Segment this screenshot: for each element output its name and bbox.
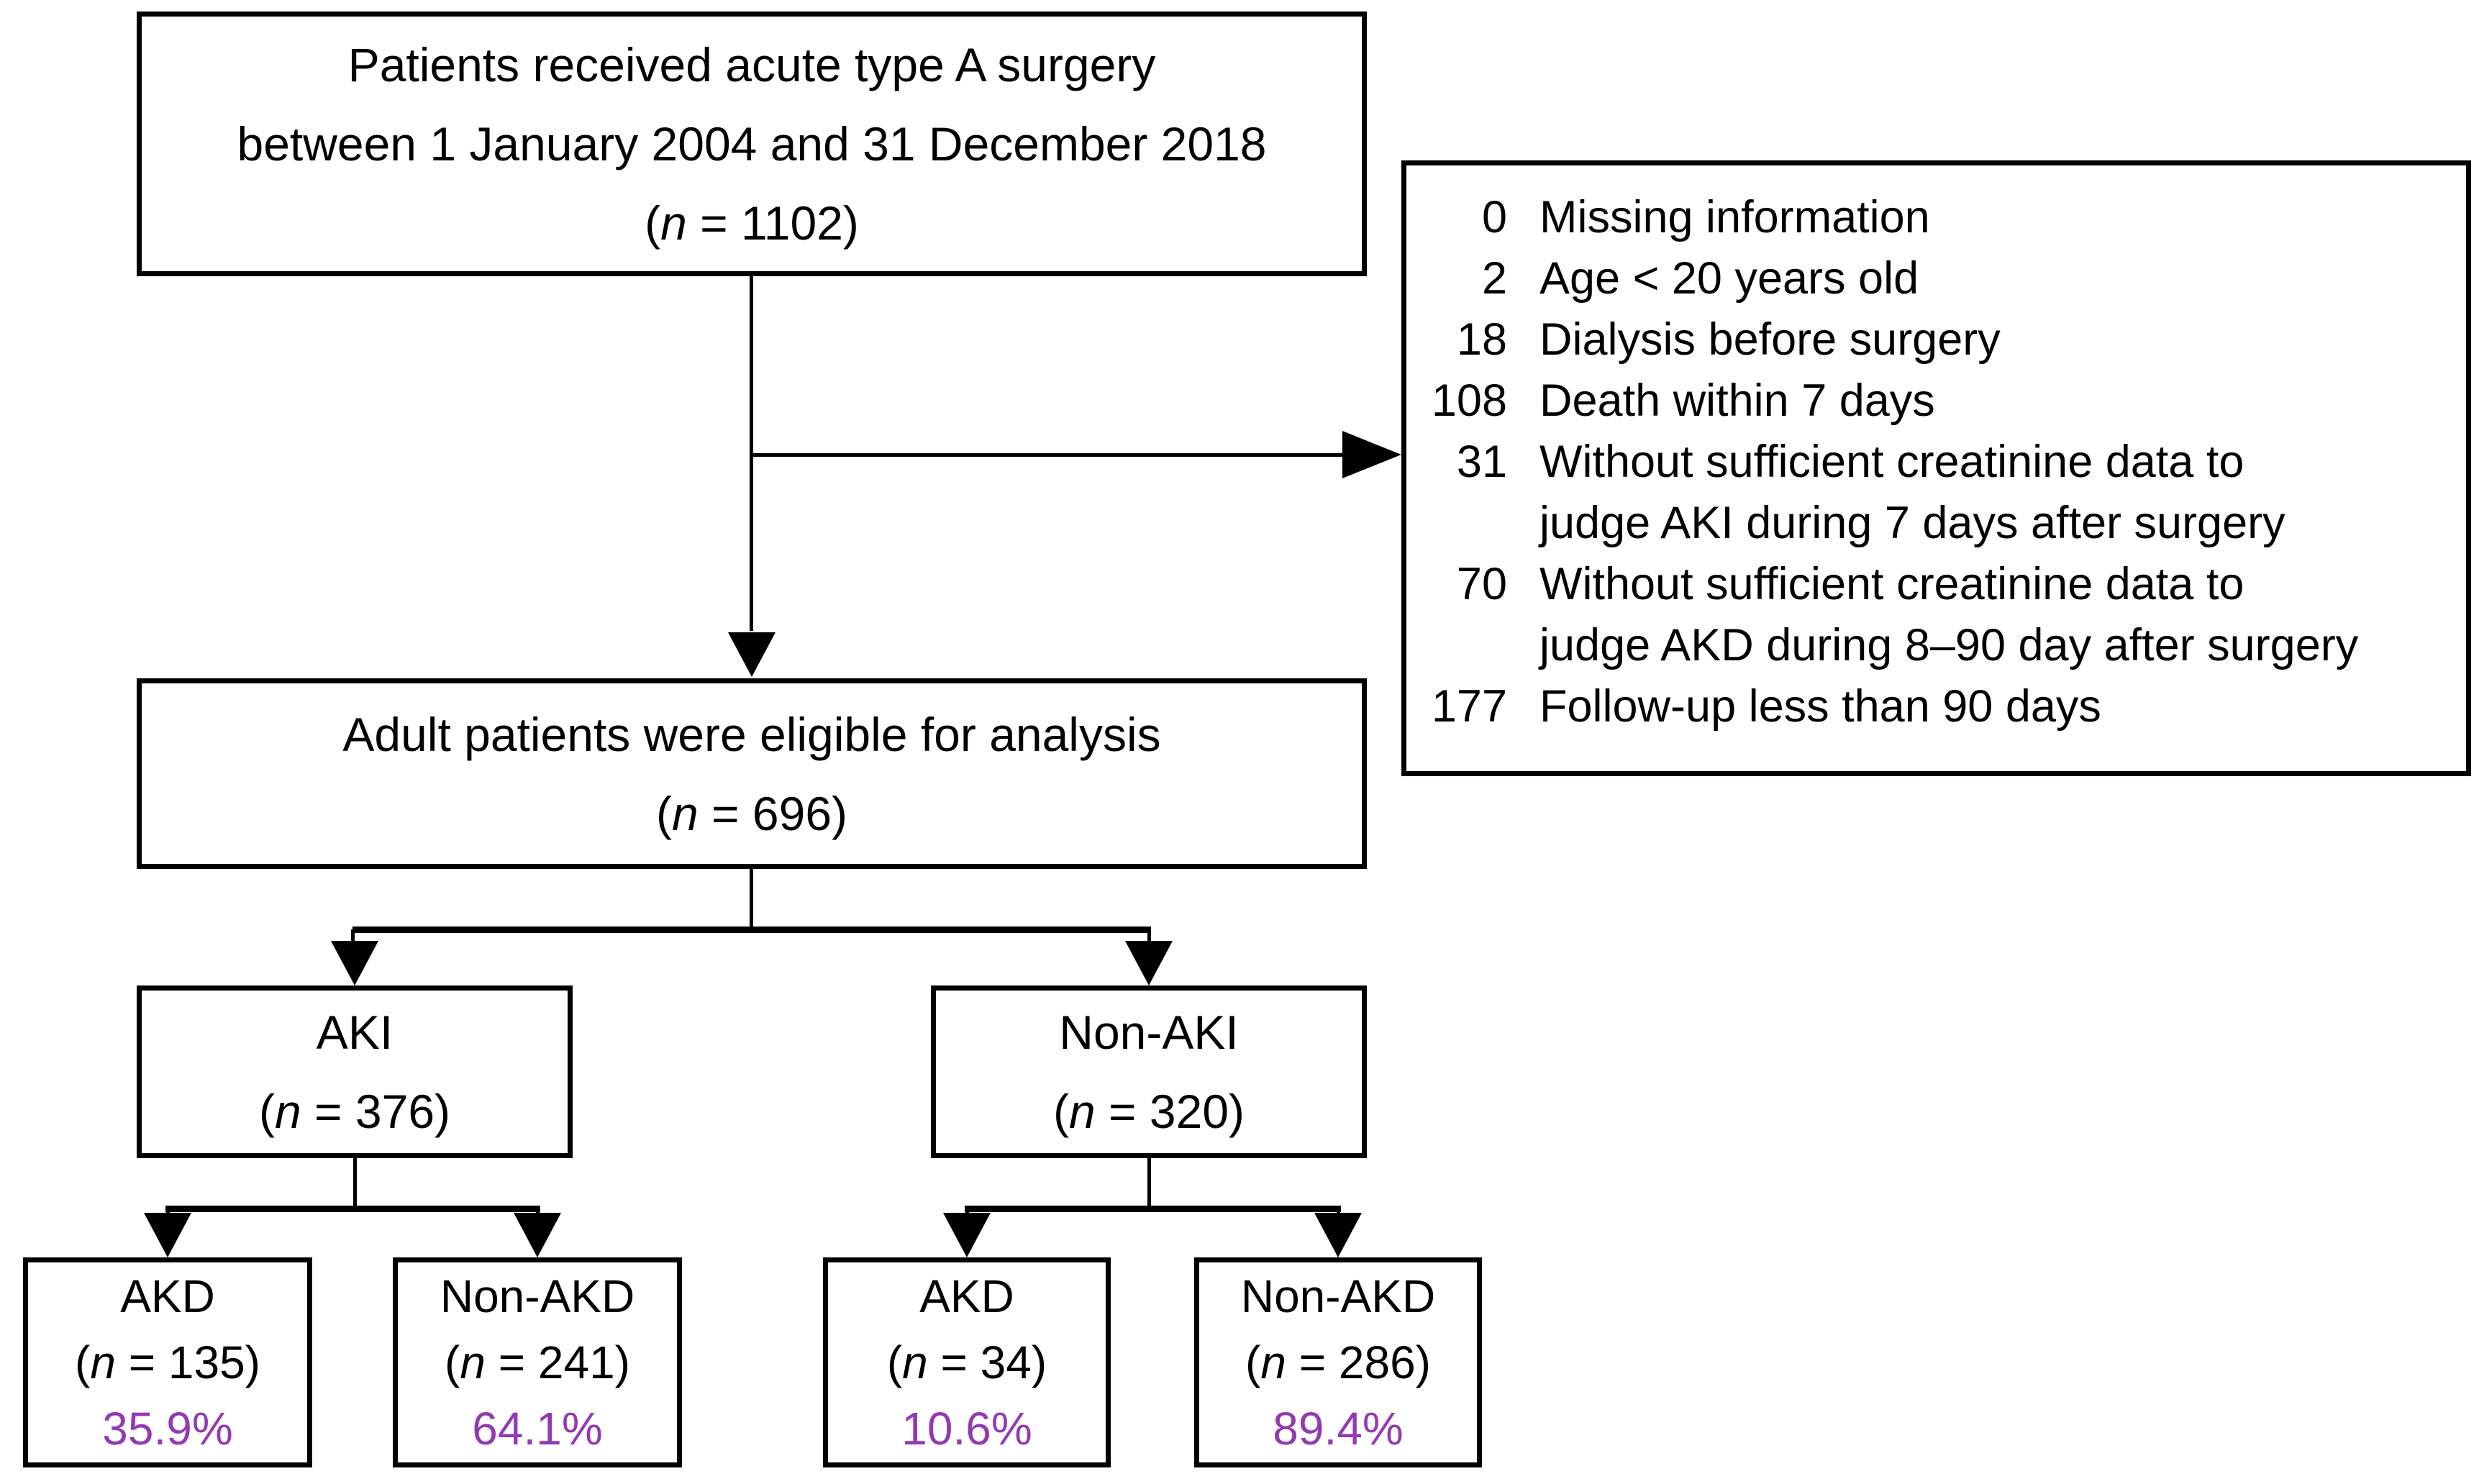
exclusion-item: 0 Missing information (1406, 187, 2452, 248)
exclusion-text: Death within 7 days (1539, 375, 1935, 426)
non-aki-non-akd-title: Non-AKD (1240, 1270, 1436, 1322)
exclusion-item: 2 Age < 20 years old (1406, 248, 2452, 309)
connector-stem-eligible (750, 868, 753, 929)
non-aki-akd-n: (n = 34) (886, 1337, 1047, 1388)
top-box-n: (n = 1102) (645, 196, 859, 250)
arrowhead-into-aki-non-akd-icon (514, 1213, 561, 1257)
exclusion-text: Age < 20 years old (1539, 253, 1919, 304)
exclusion-count: 0 (1481, 192, 1507, 242)
exclusion-count: 177 (1431, 681, 1507, 732)
arrowhead-into-exclusion-icon (1342, 431, 1401, 478)
aki-akd-title: AKD (120, 1270, 215, 1322)
arrowhead-into-non-aki-akd-icon (943, 1213, 991, 1257)
aki-n: (n = 376) (258, 1085, 451, 1138)
non-aki-non-akd-percent: 89.4% (1273, 1403, 1404, 1455)
arrowhead-into-aki-icon (331, 941, 378, 985)
arrowhead-into-non-aki-icon (1125, 941, 1173, 985)
exclusion-item: 108 Death within 7 days (1406, 370, 2452, 432)
exclusion-text: Follow-up less than 90 days (1539, 681, 2101, 732)
connector-branch-exclusion (752, 453, 1344, 457)
exclusion-count: 108 (1431, 375, 1507, 426)
exclusion-text: Missing information (1539, 192, 1930, 242)
exclusion-item: 70 Without sufficient creatinine data to… (1406, 554, 2452, 676)
connector-split-bar-2 (165, 1206, 540, 1212)
exclusion-count: 70 (1456, 559, 1507, 609)
connector-drop-aki (351, 929, 355, 947)
non-aki-non-akd-box: Non-AKD (n = 286) 89.4% (1194, 1257, 1482, 1467)
non-aki-n: (n = 320) (1052, 1085, 1245, 1138)
connector-stem-top (750, 276, 753, 631)
non-aki-non-akd-n: (n = 286) (1245, 1337, 1431, 1388)
eligible-box: Adult patients were eligible for analysi… (137, 678, 1367, 869)
eligible-n: (n = 696) (655, 786, 848, 840)
arrowhead-into-eligible-icon (728, 632, 775, 677)
exclusion-count: 18 (1456, 314, 1507, 365)
arrowhead-into-aki-akd-icon (144, 1213, 191, 1257)
connector-stem-aki (353, 1157, 357, 1210)
connector-split-bar-1 (352, 927, 1151, 933)
connector-split-bar-3 (965, 1206, 1341, 1212)
top-box-line1: Patients received acute type A surgery (347, 38, 1156, 91)
exclusion-text: Without sufficient creatinine data to ju… (1539, 437, 2285, 548)
aki-akd-n: (n = 135) (75, 1337, 260, 1388)
exclusion-text: Dialysis before surgery (1539, 314, 2001, 365)
aki-box: AKI (n = 376) (137, 985, 573, 1158)
aki-title: AKI (316, 1006, 394, 1059)
non-aki-akd-percent: 10.6% (901, 1403, 1032, 1455)
exclusion-count: 31 (1456, 437, 1507, 487)
exclusion-count: 2 (1481, 253, 1507, 304)
exclusion-item: 177 Follow-up less than 90 days (1406, 676, 2452, 737)
aki-non-akd-percent: 64.1% (472, 1403, 603, 1455)
non-aki-akd-box: AKD (n = 34) 10.6% (823, 1257, 1111, 1467)
connector-stem-non-aki (1147, 1157, 1151, 1210)
top-box-line2: between 1 January 2004 and 31 December 2… (237, 117, 1267, 170)
exclusion-text: Without sufficient creatinine data to ju… (1539, 559, 2359, 670)
top-population-box: Patients received acute type A surgery b… (137, 12, 1367, 276)
exclusion-box: 0 Missing information 2 Age < 20 years o… (1401, 160, 2471, 776)
non-aki-box: Non-AKI (n = 320) (931, 985, 1367, 1158)
connector-drop-non-aki (1147, 929, 1151, 947)
eligible-line1: Adult patients were eligible for analysi… (342, 707, 1161, 761)
arrowhead-into-non-aki-non-akd-icon (1314, 1213, 1362, 1257)
aki-akd-box: AKD (n = 135) 35.9% (23, 1257, 312, 1467)
exclusion-item: 31 Without sufficient creatinine data to… (1406, 432, 2452, 554)
aki-non-akd-box: Non-AKD (n = 241) 64.1% (393, 1257, 682, 1467)
aki-non-akd-title: Non-AKD (440, 1270, 635, 1322)
non-aki-akd-title: AKD (919, 1270, 1014, 1322)
aki-akd-percent: 35.9% (102, 1403, 233, 1455)
exclusion-item: 18 Dialysis before surgery (1406, 309, 2452, 370)
non-aki-title: Non-AKI (1059, 1006, 1239, 1059)
aki-non-akd-n: (n = 241) (445, 1337, 630, 1388)
